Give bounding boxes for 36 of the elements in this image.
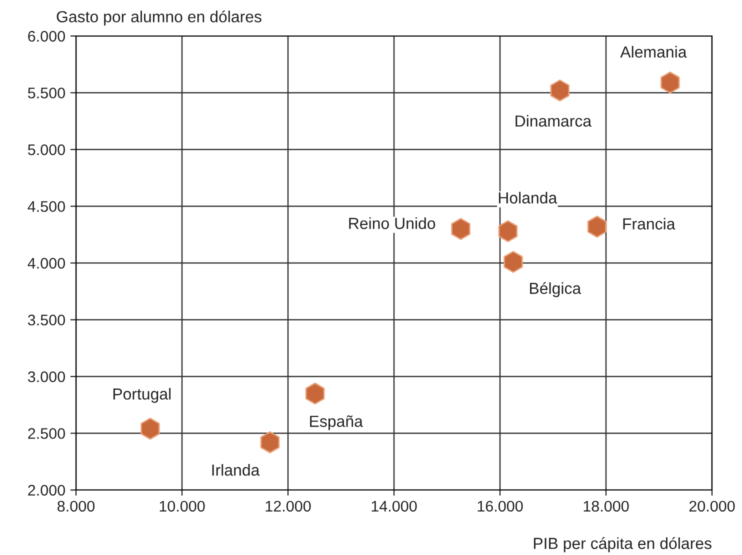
point	[660, 72, 680, 94]
x-axis-title: PIB per cápita en dólares	[534, 537, 712, 552]
annotation: Alemania	[620, 46, 687, 58]
annotation: Irlanda	[212, 464, 260, 476]
point	[260, 431, 280, 454]
point	[498, 220, 518, 242]
x-tick-label: 18.000	[584, 500, 629, 512]
annotation: Bélgica	[530, 282, 582, 298]
point	[504, 250, 523, 273]
annotation: Dinamarca	[516, 114, 592, 127]
y-tick-label: 2.500	[28, 428, 65, 439]
point	[140, 418, 160, 440]
x-tick-label: 10.000	[160, 500, 205, 512]
y-tick-label: 6.000	[28, 30, 65, 42]
x-tick-label: 16.000	[478, 500, 523, 512]
y-tick-label: 3.500	[28, 314, 65, 326]
y-tick-label: 5.000	[28, 144, 65, 156]
x-tick-label: 8.000	[58, 500, 95, 512]
annotation: Holanda	[498, 192, 558, 204]
y-tick-label: 4.000	[28, 258, 65, 269]
point	[550, 79, 570, 102]
point	[587, 216, 607, 238]
y-axis-title: Gasto por alumno en dólares	[56, 10, 262, 26]
y-tick-label: 5.500	[28, 88, 65, 98]
annotation: Reino Unido	[349, 217, 436, 230]
y-tick-label: 3.000	[28, 371, 65, 382]
x-tick-label: 12.000	[266, 500, 311, 512]
annotation: Portugal	[113, 388, 171, 403]
x-tick-label: 14.000	[372, 500, 417, 512]
point	[451, 218, 470, 240]
y-tick-label: 4.500	[28, 201, 65, 212]
y-tick-label: 2.000	[28, 484, 65, 496]
annotation: Francia	[623, 218, 676, 230]
point	[305, 382, 325, 405]
x-tick-label: 20.000	[689, 500, 735, 512]
annotation: España	[310, 415, 363, 430]
